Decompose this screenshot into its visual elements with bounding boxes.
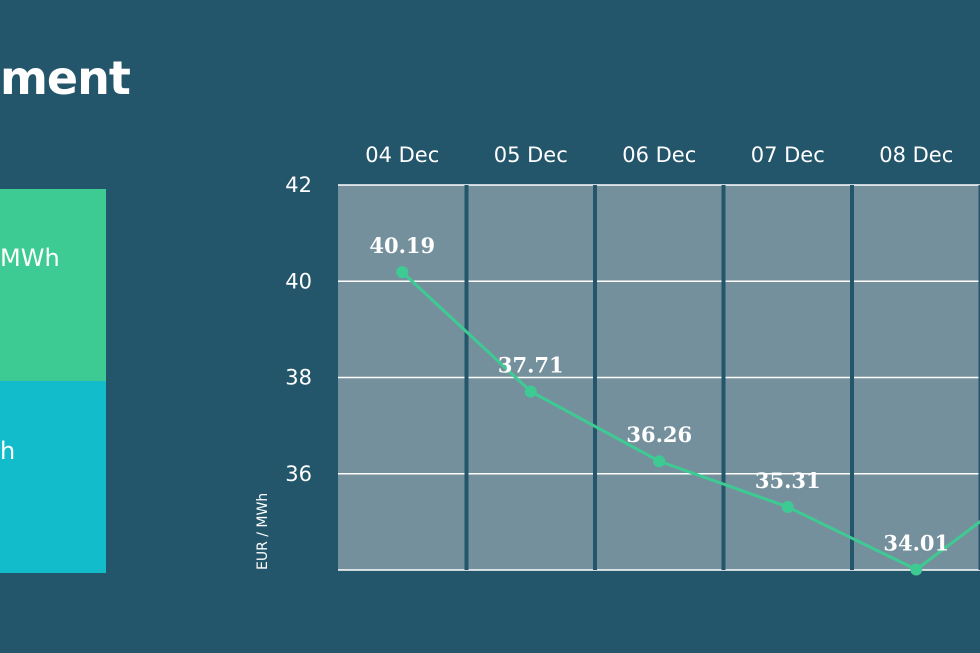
page-title: ment xyxy=(0,51,131,105)
data-label: 37.71 xyxy=(498,352,564,377)
y-tick-label: 42 xyxy=(285,173,312,197)
data-label: 35.31 xyxy=(755,468,821,493)
kpi-panel-green-text: MWh xyxy=(0,244,60,272)
y-tick-label: 40 xyxy=(285,269,312,293)
series-line xyxy=(401,271,980,572)
x-category-label: 07 Dec xyxy=(751,143,825,167)
x-category-label: 04 Dec xyxy=(365,143,439,167)
data-point xyxy=(524,385,537,398)
x-category-label: 08 Dec xyxy=(879,143,953,167)
kpi-panel-teal-text: h xyxy=(0,437,16,465)
data-point xyxy=(396,266,409,279)
data-label: 36.26 xyxy=(626,422,692,447)
data-point xyxy=(781,500,794,513)
y-tick-label: 38 xyxy=(285,366,312,390)
data-point xyxy=(653,455,666,468)
y-tick-label: 36 xyxy=(285,462,312,486)
data-label: 40.19 xyxy=(369,233,435,258)
y-axis-label: EUR / MWh xyxy=(255,493,271,570)
kpi-panel-green: MWh xyxy=(0,189,106,381)
x-category-label: 06 Dec xyxy=(622,143,696,167)
x-category-label: 05 Dec xyxy=(494,143,568,167)
kpi-panel-teal: h xyxy=(0,381,106,573)
data-point xyxy=(910,563,923,576)
data-label: 34.01 xyxy=(883,531,949,556)
